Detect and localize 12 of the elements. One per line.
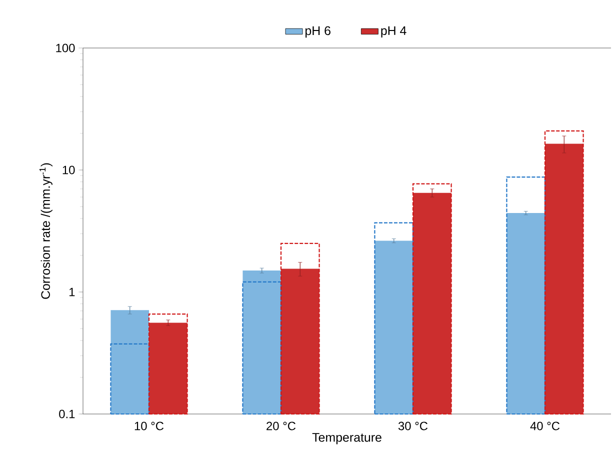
y-tick-label: 100 — [56, 44, 75, 52]
y-tick-label: 1 — [69, 288, 75, 296]
legend-label: pH 4 — [381, 26, 406, 38]
legend-label: pH 6 — [306, 26, 330, 38]
x-tick-label: 20 °C — [266, 422, 296, 430]
x-tick-label: 30 °C — [398, 422, 428, 430]
x-tick-label: 10 °C — [134, 422, 164, 430]
x-tick-label: 40 °C — [530, 422, 560, 430]
y-tick-label: 10 — [62, 166, 75, 174]
y-axis-title: Corrosion rate /(mm.yr$^{-1}$) — [40, 163, 52, 299]
y-tick-label: 0.1 — [59, 410, 75, 418]
x-axis-title: Temperature — [312, 433, 382, 444]
